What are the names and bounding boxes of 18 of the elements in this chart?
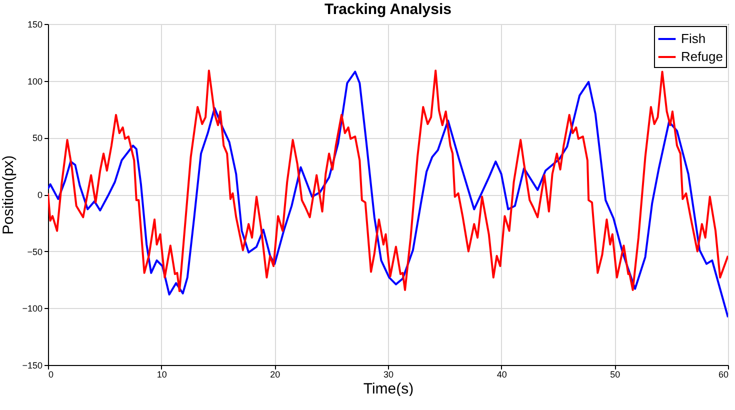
y-tick-label: 50 [32,133,42,144]
y-tick-label: 100 [27,76,42,86]
chart-title: Tracking Analysis [324,1,452,18]
y-axis-title: Position(px) [0,155,18,235]
x-tick-label: 0 [48,370,54,380]
x-tick-label: 10 [156,370,167,380]
x-tick-label: 50 [610,370,620,380]
x-tick-label: 40 [496,370,507,380]
x-tick-label: 60 [718,370,728,380]
y-tick-label: −50 [27,246,42,257]
legend-label: Refuge [681,49,723,64]
y-tick-label: −150 [22,360,42,370]
legend-label: Fish [681,31,706,46]
y-tick-label: −100 [22,304,42,314]
y-tick-label: 150 [27,20,42,30]
y-tick-label: 0 [37,190,42,200]
x-tick-label: 20 [270,370,280,380]
x-tick-label: 30 [383,370,394,380]
